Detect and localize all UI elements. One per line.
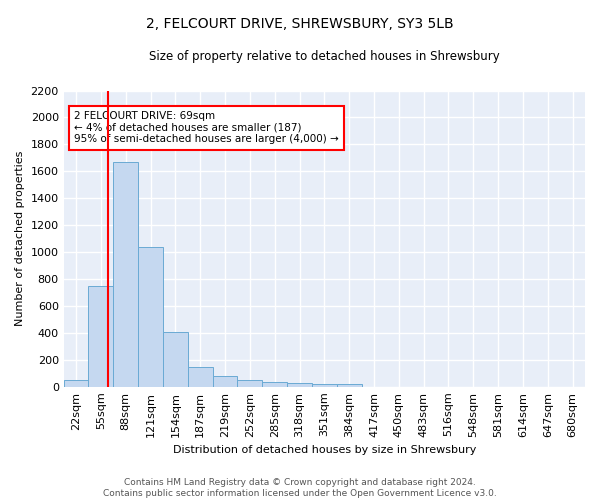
Text: 2, FELCOURT DRIVE, SHREWSBURY, SY3 5LB: 2, FELCOURT DRIVE, SHREWSBURY, SY3 5LB — [146, 18, 454, 32]
Bar — [138, 248, 163, 387]
Bar — [238, 380, 262, 387]
Text: Contains HM Land Registry data © Crown copyright and database right 2024.
Contai: Contains HM Land Registry data © Crown c… — [103, 478, 497, 498]
Title: Size of property relative to detached houses in Shrewsbury: Size of property relative to detached ho… — [149, 50, 500, 63]
Bar — [337, 384, 362, 387]
Text: 2 FELCOURT DRIVE: 69sqm
← 4% of detached houses are smaller (187)
95% of semi-de: 2 FELCOURT DRIVE: 69sqm ← 4% of detached… — [74, 112, 339, 144]
Bar — [113, 162, 138, 387]
Y-axis label: Number of detached properties: Number of detached properties — [15, 151, 25, 326]
Bar — [64, 380, 88, 387]
Bar — [88, 286, 113, 387]
Bar — [312, 384, 337, 387]
Bar — [188, 367, 212, 387]
Bar — [287, 383, 312, 387]
Bar — [163, 332, 188, 387]
X-axis label: Distribution of detached houses by size in Shrewsbury: Distribution of detached houses by size … — [173, 445, 476, 455]
Bar — [262, 382, 287, 387]
Bar — [212, 376, 238, 387]
